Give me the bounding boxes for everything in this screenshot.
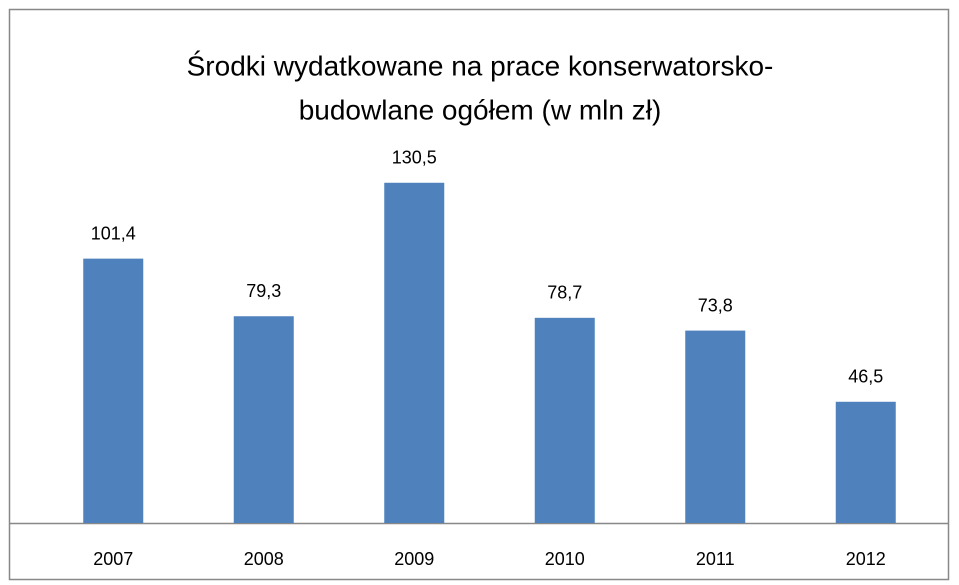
- bar: [384, 182, 445, 523]
- x-tick-label: 2007: [93, 549, 133, 569]
- x-tick-label: 2010: [545, 549, 585, 569]
- bar: [534, 317, 595, 523]
- value-label: 101,4: [91, 223, 136, 243]
- bar: [233, 316, 294, 523]
- chart-title: Środki wydatkowane na prace konserwators…: [187, 49, 774, 81]
- value-label: 78,7: [547, 283, 582, 303]
- value-label: 130,5: [392, 148, 437, 168]
- x-tick-label: 2008: [244, 549, 284, 569]
- x-tick-label: 2009: [394, 549, 434, 569]
- bar: [835, 401, 896, 523]
- chart-title: budowlane ogółem (w mln zł): [299, 94, 662, 125]
- value-label: 73,8: [698, 295, 733, 315]
- x-tick-label: 2012: [846, 549, 886, 569]
- value-label: 79,3: [246, 281, 281, 301]
- bar: [685, 330, 746, 523]
- value-label: 46,5: [848, 367, 883, 387]
- bar: [83, 258, 144, 523]
- x-tick-label: 2011: [696, 549, 735, 569]
- chart-frame: [8, 8, 950, 581]
